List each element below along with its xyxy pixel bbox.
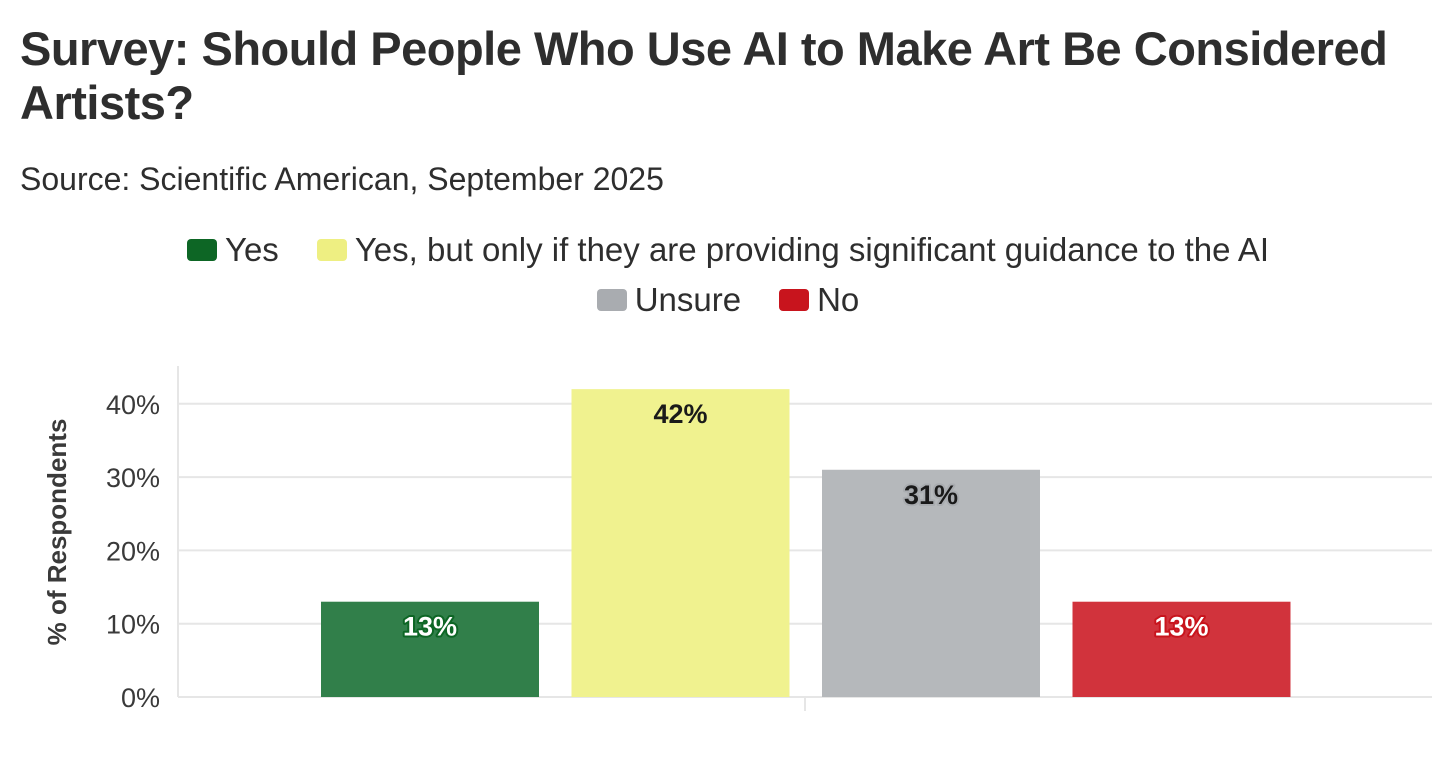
bar-data-label: 31% bbox=[904, 480, 958, 510]
legend-item-unsure: Unsure bbox=[596, 280, 742, 320]
legend-item-no: No bbox=[779, 280, 859, 320]
legend-swatch-yes-with-guidance bbox=[316, 239, 347, 261]
chart-subtitle: Source: Scientific American, September 2… bbox=[20, 161, 664, 197]
bar bbox=[1072, 601, 1291, 697]
bar-data-label: 13% bbox=[403, 612, 457, 642]
legend-item-yes: Yes bbox=[186, 230, 279, 270]
y-tick-label: 10% bbox=[106, 610, 160, 640]
y-axis-label: % of Respondents bbox=[42, 419, 72, 646]
bar-data-label: 13% bbox=[1154, 612, 1208, 642]
y-tick-label: 0% bbox=[121, 683, 160, 713]
legend-swatch-unsure bbox=[596, 289, 627, 311]
legend-swatch-yes bbox=[186, 239, 217, 261]
y-tick-label: 30% bbox=[106, 463, 160, 493]
y-tick-label: 20% bbox=[106, 536, 160, 566]
legend-row-2: Unsure No bbox=[0, 280, 1456, 320]
legend-item-yes-with-guidance: Yes, but only if they are providing sign… bbox=[316, 230, 1270, 270]
chart-title: Survey: Should People Who Use AI to Make… bbox=[20, 22, 1388, 129]
legend-label-no: No bbox=[817, 281, 860, 318]
bar bbox=[822, 469, 1040, 697]
legend-row-1: Yes Yes, but only if they are providing … bbox=[0, 230, 1456, 270]
legend-label-yes-with-guidance: Yes, but only if they are providing sign… bbox=[354, 231, 1270, 268]
y-tick-label: 40% bbox=[106, 390, 160, 420]
bar bbox=[571, 389, 790, 697]
legend-label-yes: Yes bbox=[224, 231, 279, 268]
legend-swatch-no bbox=[779, 289, 810, 311]
legend-label-unsure: Unsure bbox=[634, 281, 742, 318]
bar bbox=[321, 601, 539, 697]
bar-data-label: 42% bbox=[653, 399, 707, 429]
